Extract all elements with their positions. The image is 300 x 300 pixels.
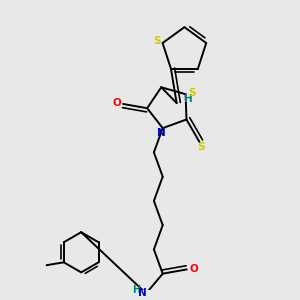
Text: S: S (188, 88, 196, 98)
Text: S: S (197, 142, 205, 152)
Text: H: H (184, 94, 193, 104)
Text: N: N (138, 288, 147, 298)
Text: O: O (189, 264, 198, 274)
Text: O: O (112, 98, 121, 107)
Text: H: H (132, 285, 140, 295)
Text: N: N (157, 128, 166, 138)
Text: S: S (154, 36, 161, 46)
